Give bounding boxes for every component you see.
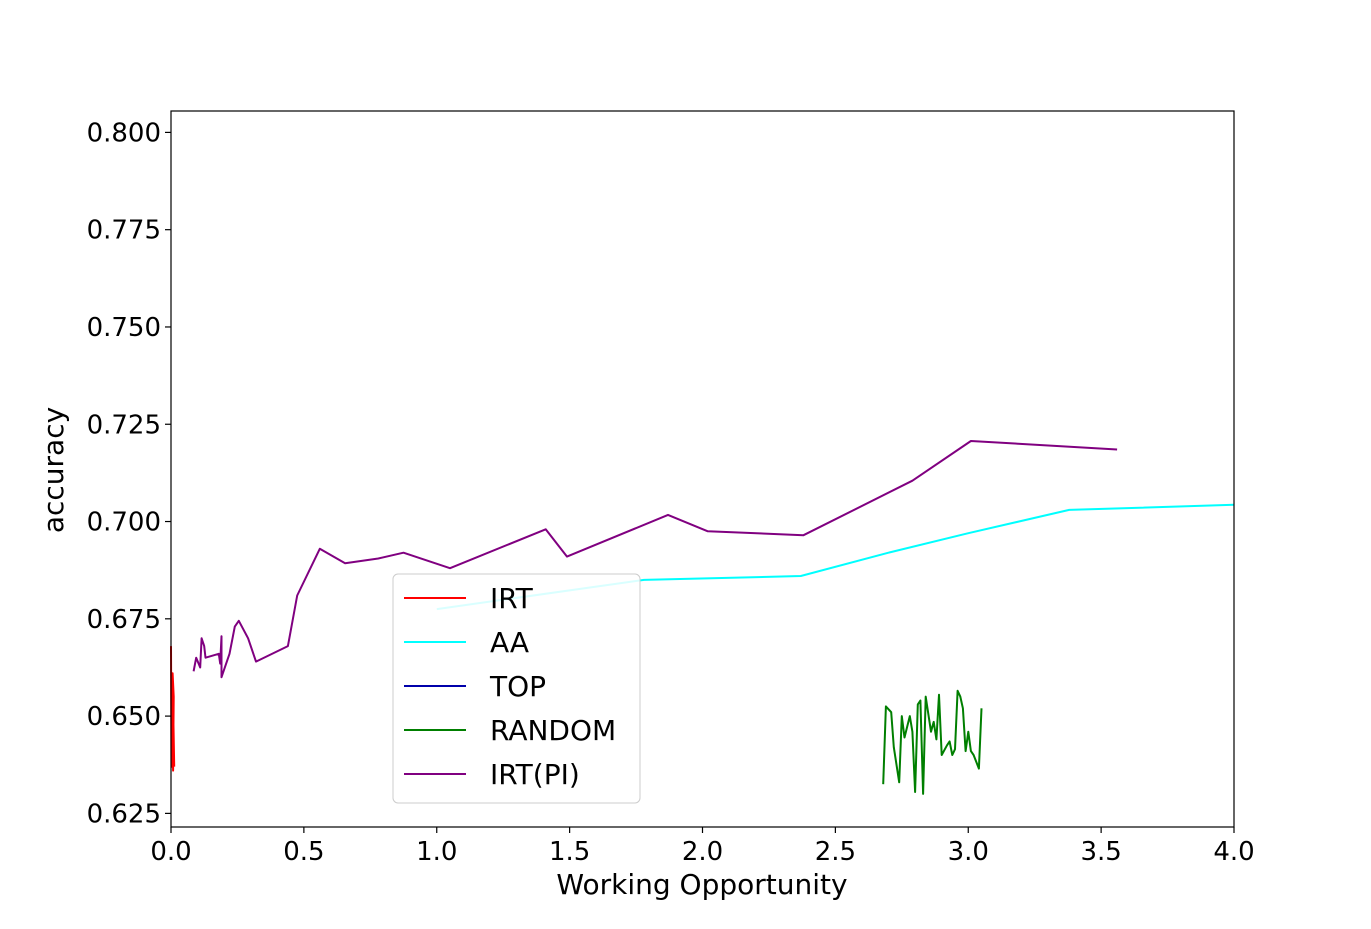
y-axis-ticks: 0.625 0.650 0.675 0.700 0.725 0.750 0.775 0.800 [87, 118, 171, 829]
y-tick-label: 0.750 [87, 313, 161, 343]
y-tick-label: 0.625 [87, 799, 161, 829]
x-tick-label: 4.0 [1213, 837, 1254, 867]
y-tick-label: 0.725 [87, 410, 161, 440]
legend-label-irt: IRT [490, 582, 534, 615]
legend-label-random: RANDOM [490, 714, 616, 747]
x-tick-label: 2.5 [815, 837, 856, 867]
series-line-irt-pi [192, 440, 1118, 679]
legend-box [392, 573, 641, 804]
x-tick-label: 1.0 [416, 837, 457, 867]
series-line-random [882, 689, 983, 795]
x-tick-label: 0.5 [283, 837, 324, 867]
y-tick-label: 0.700 [87, 508, 161, 538]
x-tick-label: 0.0 [150, 837, 191, 867]
y-tick-label: 0.650 [87, 702, 161, 732]
y-axis-label: accuracy [37, 407, 70, 533]
legend-label-aa: AA [490, 626, 529, 659]
legend-label-irt-pi: IRT(PI) [490, 758, 580, 791]
x-tick-label: 3.5 [1080, 837, 1121, 867]
x-tick-label: 2.0 [682, 837, 723, 867]
y-tick-label: 0.800 [87, 118, 161, 148]
x-tick-label: 3.0 [948, 837, 989, 867]
y-tick-label: 0.775 [87, 216, 161, 246]
y-tick-label: 0.675 [87, 605, 161, 635]
legend: IRT AA TOP RANDOM IRT(PI) [392, 573, 641, 804]
x-axis-ticks: 0.0 0.5 1.0 1.5 2.0 2.5 3.0 3.5 4.0 [150, 827, 1255, 867]
legend-label-top: TOP [489, 670, 546, 703]
series-line-aa [436, 503, 1235, 611]
x-axis-label: Working Opportunity [556, 868, 847, 901]
series-layer [170, 440, 1235, 795]
x-tick-label: 1.5 [549, 837, 590, 867]
